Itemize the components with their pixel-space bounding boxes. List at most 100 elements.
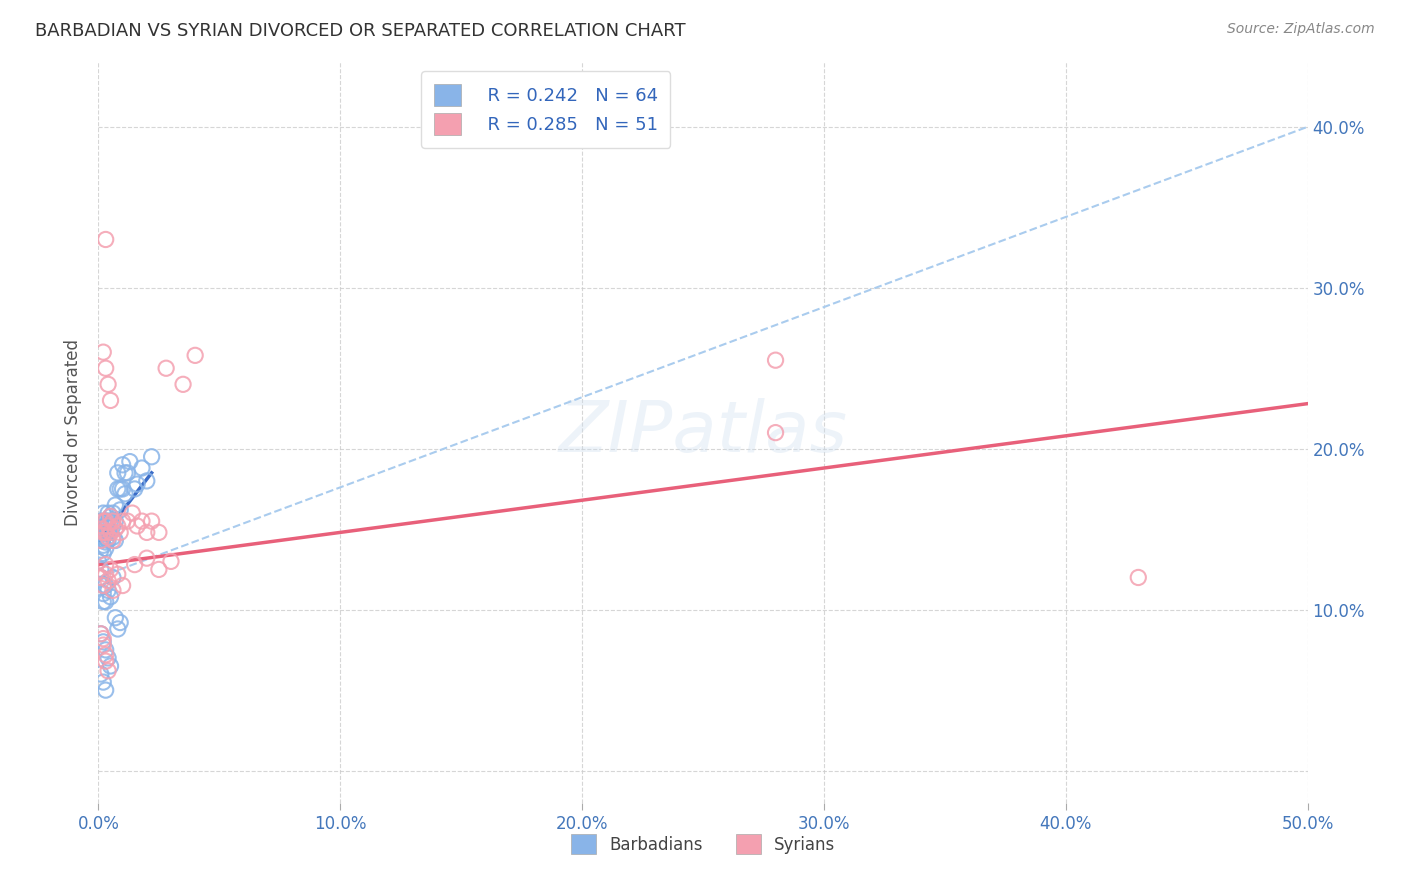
Point — [765, 425, 787, 440]
Point — [91, 522, 114, 536]
Point — [107, 482, 129, 496]
Point — [94, 525, 117, 540]
Point — [155, 361, 177, 376]
Point — [107, 519, 129, 533]
Point — [121, 506, 143, 520]
Point — [97, 574, 120, 588]
Point — [135, 525, 157, 540]
Point — [100, 525, 122, 540]
Point — [117, 514, 139, 528]
Point — [91, 525, 114, 540]
Point — [111, 482, 134, 496]
Point — [90, 570, 112, 584]
Point — [100, 393, 122, 408]
Point — [101, 519, 124, 533]
Point — [94, 514, 117, 528]
Point — [111, 578, 134, 592]
Point — [90, 533, 112, 548]
Point — [90, 570, 112, 584]
Point — [97, 519, 120, 533]
Point — [97, 530, 120, 544]
Point — [108, 482, 131, 496]
Point — [135, 474, 157, 488]
Point — [101, 514, 124, 528]
Point — [141, 450, 163, 464]
Text: Source: ZipAtlas.com: Source: ZipAtlas.com — [1227, 22, 1375, 37]
Point — [94, 541, 117, 556]
Point — [94, 535, 117, 549]
Point — [131, 461, 153, 475]
Point — [94, 683, 117, 698]
Point — [160, 554, 183, 568]
Y-axis label: Divorced or Separated: Divorced or Separated — [65, 339, 83, 526]
Point — [101, 533, 124, 548]
Point — [100, 659, 122, 673]
Point — [124, 482, 146, 496]
Point — [100, 562, 122, 576]
Legend: Barbadians, Syrians: Barbadians, Syrians — [564, 828, 842, 861]
Point — [90, 522, 112, 536]
Point — [90, 543, 112, 558]
Point — [94, 514, 117, 528]
Point — [104, 610, 127, 624]
Point — [90, 562, 112, 576]
Point — [91, 530, 114, 544]
Point — [135, 551, 157, 566]
Point — [97, 533, 120, 548]
Point — [91, 345, 114, 359]
Point — [91, 546, 114, 560]
Point — [148, 525, 170, 540]
Point — [94, 654, 117, 668]
Point — [91, 675, 114, 690]
Point — [107, 622, 129, 636]
Point — [100, 525, 122, 540]
Point — [90, 627, 112, 641]
Point — [127, 477, 149, 491]
Point — [124, 558, 146, 572]
Point — [107, 466, 129, 480]
Point — [94, 558, 117, 572]
Point — [101, 570, 124, 584]
Point — [97, 525, 120, 540]
Point — [91, 578, 114, 592]
Point — [94, 567, 117, 582]
Point — [114, 466, 136, 480]
Point — [97, 377, 120, 392]
Point — [94, 519, 117, 533]
Point — [100, 509, 122, 524]
Point — [94, 232, 117, 246]
Point — [104, 498, 127, 512]
Point — [91, 578, 114, 592]
Point — [118, 454, 141, 468]
Point — [101, 506, 124, 520]
Point — [94, 594, 117, 608]
Point — [91, 538, 114, 552]
Point — [184, 348, 207, 362]
Point — [100, 509, 122, 524]
Point — [97, 583, 120, 598]
Point — [108, 525, 131, 540]
Point — [108, 503, 131, 517]
Point — [91, 638, 114, 652]
Point — [91, 506, 114, 520]
Point — [141, 514, 163, 528]
Point — [127, 519, 149, 533]
Point — [117, 466, 139, 480]
Point — [94, 525, 117, 540]
Point — [131, 514, 153, 528]
Point — [107, 567, 129, 582]
Point — [90, 525, 112, 540]
Point — [87, 554, 110, 568]
Point — [97, 514, 120, 528]
Point — [148, 562, 170, 576]
Point — [104, 533, 127, 548]
Point — [91, 514, 114, 528]
Point — [101, 530, 124, 544]
Point — [94, 648, 117, 662]
Point — [90, 627, 112, 641]
Text: ZIPatlas: ZIPatlas — [558, 398, 848, 467]
Point — [90, 667, 112, 681]
Point — [91, 632, 114, 646]
Point — [100, 514, 122, 528]
Point — [100, 590, 122, 604]
